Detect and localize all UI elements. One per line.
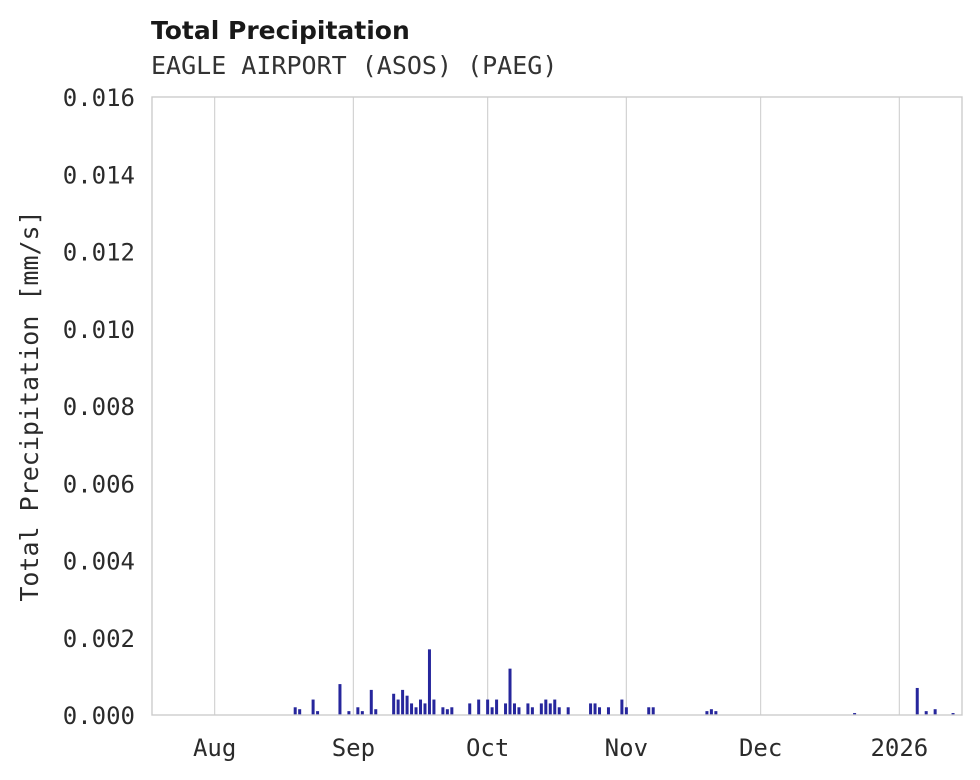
bar (374, 709, 378, 715)
y-tick-label: 0.004 (63, 548, 135, 576)
bar (512, 703, 516, 715)
y-tick-label: 0.010 (63, 316, 135, 344)
bar (347, 711, 351, 715)
bar (933, 709, 937, 715)
bar (557, 707, 561, 715)
bar (593, 703, 597, 715)
bar (432, 699, 436, 715)
y-tick-label: 0.002 (63, 625, 135, 653)
bar (392, 693, 396, 715)
bar (714, 711, 718, 715)
bar (530, 707, 534, 715)
bar (620, 699, 624, 715)
y-tick-label: 0.006 (63, 470, 135, 498)
bar (705, 711, 709, 715)
bar (548, 703, 552, 715)
bar (606, 707, 610, 715)
y-tick-label: 0.014 (63, 161, 135, 189)
bar (445, 709, 449, 715)
y-tick-label: 0.016 (63, 84, 135, 112)
bar (709, 709, 713, 715)
bar (924, 711, 928, 715)
bar (566, 707, 570, 715)
bar (410, 703, 414, 715)
bar (517, 707, 521, 715)
bar (495, 699, 499, 715)
bar (401, 689, 405, 715)
bar (356, 707, 360, 715)
bar (441, 707, 445, 715)
bar (490, 707, 494, 715)
bar (647, 707, 651, 715)
bar (486, 699, 490, 715)
bar (915, 687, 919, 715)
bar (589, 703, 593, 715)
bar (298, 709, 302, 715)
x-tick-label: 2026 (870, 734, 928, 762)
bar (414, 707, 418, 715)
bar (405, 695, 409, 715)
bar (427, 649, 431, 715)
bar (553, 699, 557, 715)
bar (598, 707, 602, 715)
y-tick-label: 0.000 (63, 702, 135, 730)
x-tick-label: Dec (739, 734, 782, 762)
bar (624, 707, 628, 715)
bar (853, 713, 857, 715)
x-tick-label: Sep (332, 734, 375, 762)
bar (544, 699, 548, 715)
chart-subtitle: EAGLE AIRPORT (ASOS) (PAEG) (151, 51, 558, 80)
bar (526, 703, 530, 715)
bar (468, 703, 472, 715)
bar (539, 703, 543, 715)
bar (504, 703, 508, 715)
bar (423, 703, 427, 715)
bar (651, 707, 655, 715)
x-tick-label: Nov (605, 734, 648, 762)
bar (419, 699, 423, 715)
y-tick-label: 0.012 (63, 239, 135, 267)
bar (508, 668, 512, 715)
plot-frame (151, 96, 963, 716)
bar (293, 707, 297, 715)
bar (311, 699, 315, 715)
bar (396, 699, 400, 715)
bar (360, 711, 364, 715)
chart-title: Total Precipitation (151, 16, 410, 45)
x-tick-label: Oct (466, 734, 509, 762)
bar (316, 711, 320, 715)
bar (369, 689, 373, 715)
bar (951, 713, 955, 715)
bar (450, 707, 454, 715)
x-tick-label: Aug (193, 734, 236, 762)
bar (338, 684, 342, 715)
bar (477, 699, 481, 715)
y-tick-label: 0.008 (63, 393, 135, 421)
